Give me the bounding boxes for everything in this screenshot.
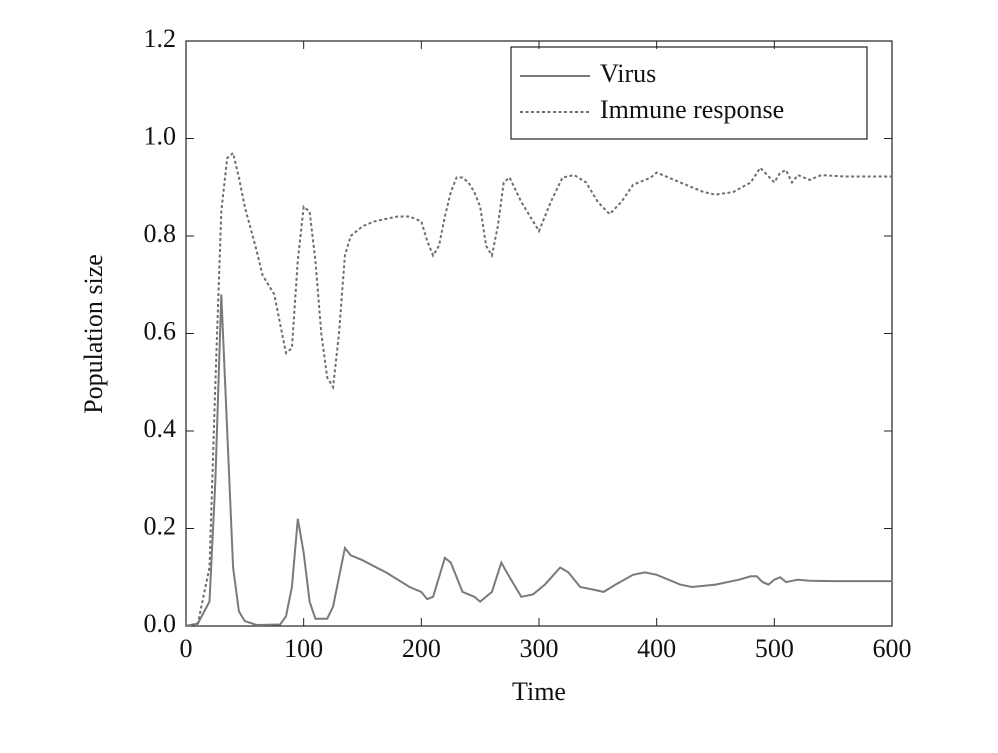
x-tick-label: 0 xyxy=(180,634,193,663)
y-tick-label: 0.2 xyxy=(144,511,177,540)
x-tick-label: 500 xyxy=(755,634,794,663)
x-tick-label: 400 xyxy=(637,634,676,663)
x-tick-label: 100 xyxy=(284,634,323,663)
x-tick-label: 300 xyxy=(520,634,559,663)
legend-box xyxy=(510,46,868,140)
x-axis-label: Time xyxy=(512,677,566,706)
x-tick-label: 200 xyxy=(402,634,441,663)
y-tick-label: 0.6 xyxy=(144,316,177,345)
y-tick-label: 0.4 xyxy=(144,414,177,443)
series-line xyxy=(185,294,892,627)
legend-label: Virus xyxy=(600,59,656,88)
y-tick-label: 1.2 xyxy=(144,24,177,53)
y-tick-label: 0.0 xyxy=(144,609,177,638)
y-axis-label: Population size xyxy=(79,254,108,414)
y-tick-label: 1.0 xyxy=(144,121,177,150)
x-tick-label: 600 xyxy=(873,634,912,663)
series-line xyxy=(185,151,892,627)
legend-label: Immune response xyxy=(600,95,784,124)
y-tick-label: 0.8 xyxy=(144,219,177,248)
